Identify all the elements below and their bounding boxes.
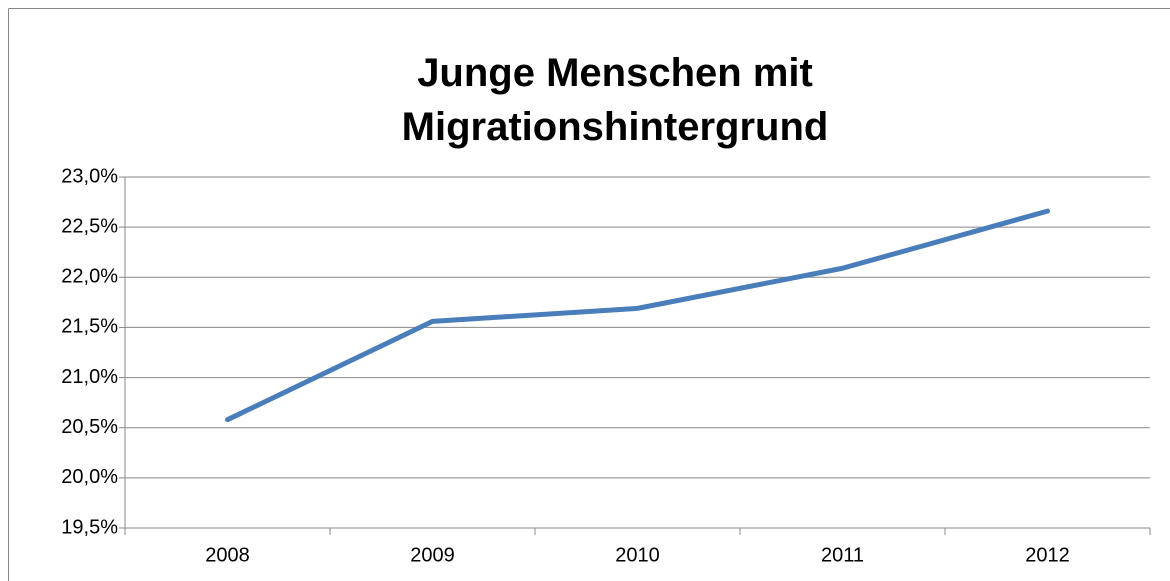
x-tick-label: 2011 (821, 544, 864, 566)
y-tick-label: 19,5% (61, 516, 118, 538)
y-tick-label: 22,0% (61, 266, 118, 288)
x-tick-label: 2012 (1025, 544, 1070, 566)
y-tick-label: 21,0% (61, 366, 118, 388)
y-tick-label: 20,0% (61, 466, 118, 488)
x-tick-label: 2008 (205, 544, 250, 566)
chart-title: Junge Menschen mit Migrationshintergrund (401, 51, 829, 149)
y-tick-label: 22,5% (61, 215, 118, 237)
y-tick-label: 21,5% (61, 316, 118, 338)
y-tick-label: 20,5% (61, 416, 118, 438)
x-tick-label: 2009 (410, 544, 455, 566)
x-tick-label: 2010 (615, 544, 660, 566)
y-tick-label: 23,0% (61, 165, 118, 187)
data-line (225, 208, 1050, 423)
